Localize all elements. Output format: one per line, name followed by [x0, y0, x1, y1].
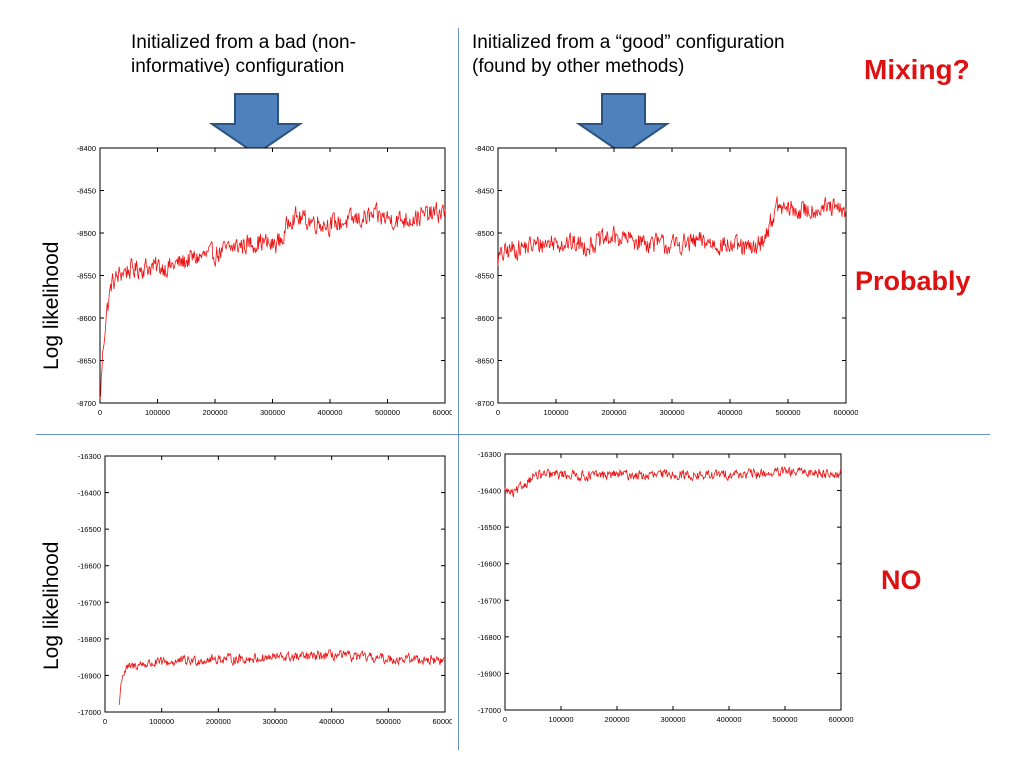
y-tick-label: -8450: [77, 187, 96, 196]
divider-vertical: [458, 28, 459, 750]
x-tick-label: 100000: [145, 408, 170, 417]
down-arrow-icon: [575, 93, 671, 156]
y-tick-label: -16800: [78, 635, 101, 644]
y-tick-label: -8450: [475, 187, 494, 196]
caption-right-line-2: (found by other methods): [472, 56, 685, 77]
y-tick-label: -8500: [475, 229, 494, 238]
verdict-header: Mixing?: [864, 54, 970, 85]
x-tick-label: 0: [503, 715, 507, 724]
x-tick-label: 400000: [319, 717, 344, 726]
y-tick-label: -8700: [77, 399, 96, 408]
y-tick-label: -16400: [478, 487, 501, 496]
y-tick-label: -8600: [77, 314, 96, 323]
x-tick-label: 400000: [317, 408, 342, 417]
chart-bottom-right: -16300 -16400 -16500 -16600 -16700 -16800 -169…: [478, 450, 854, 724]
plot-frame: [104, 455, 446, 713]
y-tick-label: -8650: [77, 357, 96, 366]
y-tick-label: -16700: [478, 596, 501, 605]
series-line: [118, 649, 446, 705]
x-tick-label: 0: [496, 408, 500, 417]
y-tick-label: -16300: [78, 452, 101, 461]
y-tick-label: -16300: [478, 450, 501, 459]
x-tick-label: 100000: [548, 715, 573, 724]
verdict-no: NO: [881, 565, 922, 595]
caption-right-line-1: Initialized from a “good” configuration: [472, 32, 785, 53]
y-tick-label: -8650: [475, 357, 494, 366]
x-tick-label: 500000: [375, 408, 400, 417]
y-tick-label: -16400: [78, 489, 101, 498]
y-tick-label: -16900: [478, 669, 501, 678]
y-tick-label: -8500: [77, 229, 96, 238]
y-tick-label: -17000: [78, 708, 101, 717]
y-tick-label: -8400: [77, 144, 96, 153]
x-tick-label: 400000: [717, 408, 742, 417]
series-line: [504, 465, 842, 498]
caption-left: Initialized from a bad (non- informative…: [131, 31, 356, 79]
divider-horizontal: [36, 434, 990, 435]
y-tick-label: -16900: [78, 671, 101, 680]
y-tick-label: -8400: [475, 144, 494, 153]
x-tick-label: 600000: [432, 408, 452, 417]
x-tick-label: 200000: [604, 715, 629, 724]
x-tick-label: 100000: [543, 408, 568, 417]
y-tick-label: -8550: [77, 272, 96, 281]
x-tick-label: 200000: [601, 408, 626, 417]
x-tick-label: 200000: [202, 408, 227, 417]
x-tick-label: 400000: [716, 715, 741, 724]
y-axis-label-bottom: Log likelihood: [40, 541, 63, 670]
plot-frame: [99, 147, 446, 404]
x-tick-label: 0: [103, 717, 107, 726]
x-tick-label: 300000: [659, 408, 684, 417]
y-tick-label: -8550: [475, 272, 494, 281]
y-tick-label: -16700: [78, 598, 101, 607]
caption-left-line-2: informative) configuration: [131, 56, 345, 77]
x-tick-label: 600000: [828, 715, 853, 724]
caption-left-line-1: Initialized from a bad (non-: [131, 32, 356, 53]
series-line: [99, 201, 446, 400]
y-axis-label-top: Log likelihood: [40, 241, 63, 370]
x-tick-label: 200000: [206, 717, 231, 726]
x-tick-label: 600000: [833, 408, 858, 417]
caption-right: Initialized from a “good” configuration …: [472, 31, 785, 79]
x-tick-label: 600000: [432, 717, 452, 726]
y-tick-label: -16600: [478, 560, 501, 569]
x-tick-label: 0: [98, 408, 102, 417]
x-tick-label: 500000: [772, 715, 797, 724]
plot-frame: [497, 147, 847, 404]
y-tick-label: -16600: [78, 562, 101, 571]
x-tick-label: 100000: [149, 717, 174, 726]
y-tick-label: -16800: [478, 633, 501, 642]
y-tick-label: -16500: [78, 525, 101, 534]
x-tick-label: 300000: [260, 408, 285, 417]
y-tick-label: -17000: [478, 706, 501, 715]
down-arrow-icon: [208, 93, 304, 156]
y-tick-label: -8600: [475, 314, 494, 323]
series-line: [497, 196, 847, 267]
x-tick-label: 500000: [376, 717, 401, 726]
y-tick-label: -8700: [475, 399, 494, 408]
x-tick-label: 300000: [660, 715, 685, 724]
x-tick-label: 300000: [262, 717, 287, 726]
x-tick-label: 500000: [775, 408, 800, 417]
y-tick-label: -16500: [478, 523, 501, 532]
chart-bottom-left: -16300 -16400 -16500 -16600 -16700 -16800 -169…: [78, 452, 452, 726]
plot-frame: [504, 453, 842, 711]
verdict-probably: Probably: [855, 266, 971, 296]
